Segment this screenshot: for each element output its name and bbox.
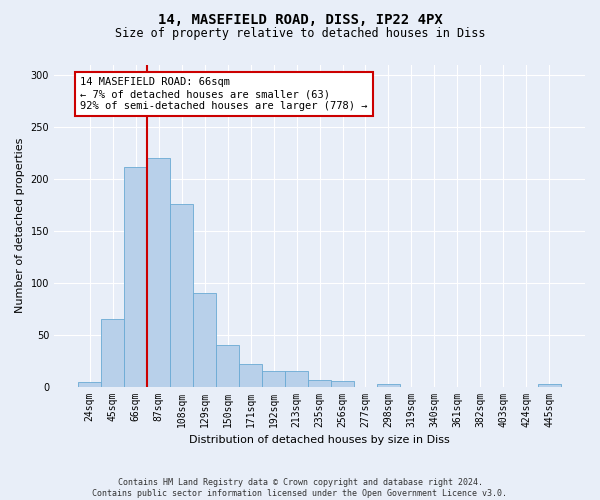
Bar [538, 384, 561, 386]
Bar [147, 158, 170, 386]
Text: 14, MASEFIELD ROAD, DISS, IP22 4PX: 14, MASEFIELD ROAD, DISS, IP22 4PX [158, 12, 442, 26]
Bar [285, 371, 308, 386]
Bar [239, 364, 262, 386]
X-axis label: Distribution of detached houses by size in Diss: Distribution of detached houses by size … [189, 435, 450, 445]
Bar [377, 384, 400, 386]
Bar [124, 166, 147, 386]
Text: Contains HM Land Registry data © Crown copyright and database right 2024.
Contai: Contains HM Land Registry data © Crown c… [92, 478, 508, 498]
Bar [193, 293, 216, 386]
Bar [216, 345, 239, 387]
Bar [101, 319, 124, 386]
Text: 14 MASEFIELD ROAD: 66sqm
← 7% of detached houses are smaller (63)
92% of semi-de: 14 MASEFIELD ROAD: 66sqm ← 7% of detache… [80, 78, 368, 110]
Text: Size of property relative to detached houses in Diss: Size of property relative to detached ho… [115, 28, 485, 40]
Bar [262, 371, 285, 386]
Bar [170, 204, 193, 386]
Y-axis label: Number of detached properties: Number of detached properties [15, 138, 25, 314]
Bar [308, 380, 331, 386]
Bar [78, 382, 101, 386]
Bar [331, 382, 354, 386]
